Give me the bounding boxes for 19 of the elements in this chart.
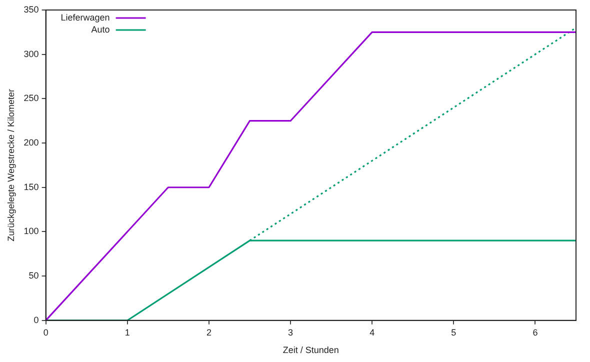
y-tick-label: 300 xyxy=(24,48,39,59)
y-tick-label: 350 xyxy=(24,4,39,14)
x-tick-label: 5 xyxy=(451,327,456,338)
y-axis-title: Zurückgelegte Wegstrecke / Kilometer xyxy=(6,88,16,242)
x-axis-title: Zeit / Stunden xyxy=(282,345,339,356)
x-tick-label: 6 xyxy=(532,327,538,338)
x-tick-label: 3 xyxy=(288,327,294,338)
y-tick-label: 0 xyxy=(34,314,39,325)
y-tick-label: 100 xyxy=(24,226,39,236)
x-tick-label: 2 xyxy=(206,327,212,338)
legend-label: Lieferwagen xyxy=(60,12,110,22)
y-tick-label: 150 xyxy=(24,182,39,192)
y-tick-label: 250 xyxy=(24,93,39,104)
y-tick-label: 50 xyxy=(28,270,39,281)
x-tick-label: 4 xyxy=(370,327,375,338)
y-tick-label: 200 xyxy=(24,138,39,148)
legend-label: Auto xyxy=(91,24,110,34)
x-tick-label: 0 xyxy=(43,327,48,338)
x-tick-label: 1 xyxy=(124,327,130,338)
